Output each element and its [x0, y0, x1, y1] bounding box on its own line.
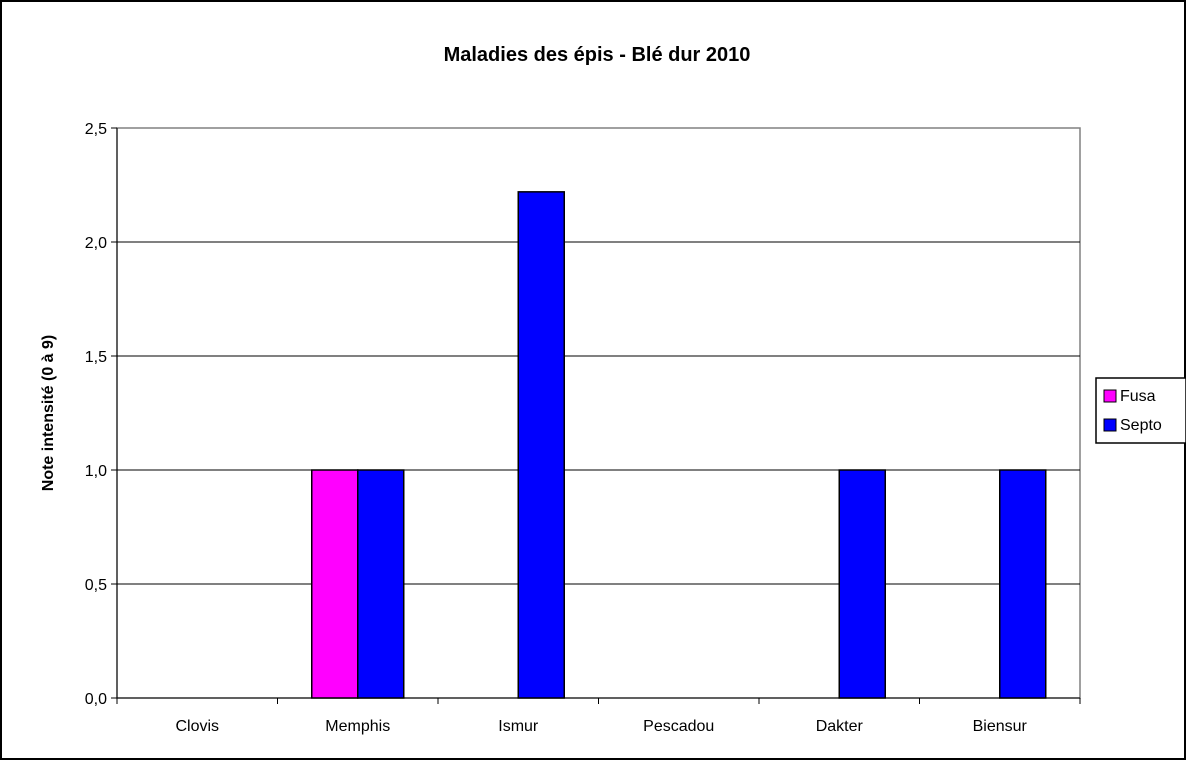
x-tick-label: Memphis [325, 718, 390, 735]
plot-area [116, 127, 1081, 699]
legend-label-fusa: Fusa [1120, 388, 1156, 405]
bar-septo [517, 191, 565, 699]
chart-title: Maladies des épis - Blé dur 2010 [444, 44, 751, 66]
y-tick-label: 1,0 [85, 463, 107, 480]
legend-box [1095, 377, 1186, 444]
y-tick-labels: 0,0 0,5 1,0 1,5 2,0 2,5 [85, 121, 107, 708]
bar-septo [999, 469, 1047, 699]
legend-label-septo: Septo [1120, 417, 1162, 434]
gridlines [117, 241, 1080, 585]
x-tick-labels: Clovis Memphis Ismur Pescadou Dakter Biensur [175, 718, 1027, 735]
y-tick-label: 2,5 [85, 121, 107, 138]
axes [111, 127, 1081, 704]
x-tick-label: Pescadou [643, 718, 714, 735]
y-tick-label: 0,5 [85, 577, 107, 594]
x-tick-label: Ismur [498, 718, 539, 735]
legend-swatch-fusa [1103, 389, 1117, 403]
x-tick-label: Biensur [973, 718, 1028, 735]
bar-septo [838, 469, 886, 699]
y-tick-label: 0,0 [85, 691, 107, 708]
legend-swatch-septo [1103, 418, 1117, 432]
x-tick-label: Clovis [175, 718, 219, 735]
bar-fusa [311, 469, 359, 699]
y-axis-label: Note intensité (0 à 9) [40, 335, 57, 491]
x-tick-label: Dakter [816, 718, 864, 735]
y-tick-label: 2,0 [85, 235, 107, 252]
y-tick-label: 1,5 [85, 349, 107, 366]
bar-septo [357, 469, 405, 699]
legend: Fusa Septo [1095, 377, 1186, 444]
